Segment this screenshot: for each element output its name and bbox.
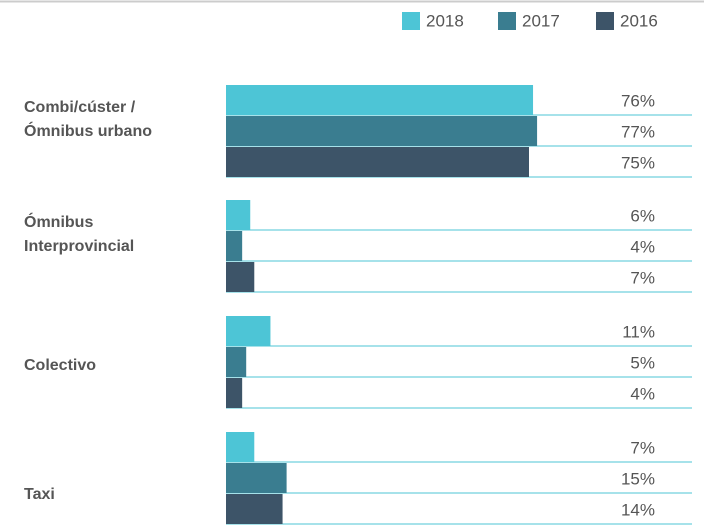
legend-label: 2017 (522, 11, 560, 30)
bar (226, 147, 529, 177)
bar (226, 262, 255, 292)
value-label: 75% (621, 153, 655, 172)
bar (226, 85, 534, 115)
legend-label: 2018 (426, 11, 464, 30)
legend-label: 2016 (620, 11, 658, 30)
category-label: Combi/cúster / Ómnibus urbano (24, 99, 152, 140)
category-label: Ómnibus Interprovincial (24, 214, 135, 255)
value-label: 4% (630, 237, 655, 256)
legend-swatch (498, 12, 516, 30)
value-label: 76% (621, 91, 655, 110)
bar (226, 200, 251, 230)
bar (226, 432, 255, 462)
value-label: 6% (630, 206, 655, 225)
category-label: Taxi (24, 486, 55, 503)
value-label: 11% (622, 322, 655, 341)
legend-swatch (402, 12, 420, 30)
value-label: 7% (630, 268, 655, 287)
value-label: 15% (621, 469, 655, 488)
bar (226, 231, 243, 261)
bar (226, 494, 283, 524)
value-label: 4% (630, 384, 655, 403)
value-label: 7% (630, 438, 655, 457)
bar (226, 116, 538, 146)
bar (226, 347, 247, 377)
bar (226, 316, 271, 346)
bar (226, 378, 243, 408)
legend-swatch (596, 12, 614, 30)
bar (226, 463, 287, 493)
value-label: 77% (621, 122, 655, 141)
category-label: Colectivo (24, 357, 97, 374)
value-label: 5% (630, 353, 655, 372)
value-label: 14% (621, 500, 655, 519)
